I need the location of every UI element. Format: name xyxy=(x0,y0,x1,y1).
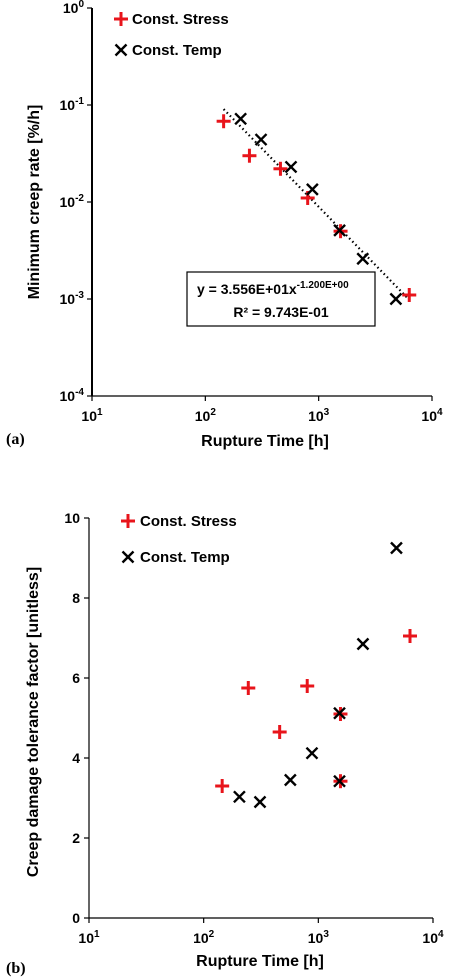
chart-b-point-const-temp xyxy=(356,637,370,651)
chart-a-legend-marker-const-temp xyxy=(114,43,128,57)
chart-b-y-label: Creep damage tolerance factor [unitless] xyxy=(25,567,42,877)
chart-a-legend: Const. Stress Const. Temp xyxy=(114,11,229,59)
chart-b-panel-label: (b) xyxy=(6,960,26,977)
chart-a-x-tick-label: 101 xyxy=(81,407,103,424)
chart-b-point-const-stress xyxy=(215,779,230,793)
chart-b-legend-const-temp: Const. Temp xyxy=(140,549,230,566)
chart-b-y-tick-label: 10 xyxy=(64,510,80,526)
chart-b-x-tick-label: 102 xyxy=(193,929,215,946)
chart-b-legend-marker-const-stress xyxy=(121,514,135,528)
chart-a-point-const-temp xyxy=(284,160,298,174)
chart-b-legend: Const. Stress Const. Temp xyxy=(121,513,237,566)
chart-a-legend-const-stress: Const. Stress xyxy=(132,11,229,28)
chart-a-y-tick-label: 10-1 xyxy=(60,96,85,113)
chart-a-y-tick-label: 100 xyxy=(63,0,85,16)
chart-a-point-const-temp xyxy=(306,183,319,196)
chart-a-equation-exponent: -1.200E+00 xyxy=(297,280,349,291)
chart-a-legend-marker-const-stress xyxy=(114,12,128,26)
chart-b-y-tick-label: 0 xyxy=(72,910,80,926)
chart-a-r-squared: R² = 9.743E-01 xyxy=(233,304,329,320)
chart-b-y-tick-label: 8 xyxy=(72,590,80,606)
chart-a-y-tick-label: 10-2 xyxy=(60,193,85,210)
chart-a-point-const-temp xyxy=(254,133,268,146)
chart-a-point-const-temp xyxy=(234,112,248,126)
chart-b-point-const-temp xyxy=(390,541,403,555)
chart-a-x-label: Rupture Time [h] xyxy=(201,433,329,450)
chart-a-equation-box: y = 3.556E+01x-1.200E+00 R² = 9.743E-01 xyxy=(186,271,376,327)
svg-text:y = 3.556E+01x-1.200E+00: y = 3.556E+01x-1.200E+00 xyxy=(197,280,349,297)
chart-b-point-const-stress xyxy=(402,629,417,643)
chart-panel-a: 10-4 10-3 10-2 10-1 100 101 102 103 104 y = 3.5… xyxy=(6,0,443,450)
chart-b-legend-const-stress: Const. Stress xyxy=(140,513,237,530)
chart-b-point-const-temp xyxy=(333,706,346,720)
chart-b-point-const-temp xyxy=(233,790,246,804)
chart-a-point-const-temp xyxy=(356,252,370,266)
chart-a-point-const-stress xyxy=(402,287,417,302)
chart-b-x-tick-label: 101 xyxy=(78,929,100,946)
chart-a-equation: y = 3.556E+01x xyxy=(197,281,297,297)
chart-a-x-tick-label: 103 xyxy=(308,407,330,424)
chart-b-point-const-temp xyxy=(333,774,346,788)
chart-a-y-tick-label: 10-3 xyxy=(60,290,85,307)
chart-b-y-tick-label: 4 xyxy=(72,750,80,766)
chart-a-y-tick-label: 10-4 xyxy=(60,387,85,404)
chart-a-point-const-temp xyxy=(333,224,346,237)
chart-b-y-tick-label: 2 xyxy=(72,830,80,846)
chart-b-y-tick-label: 6 xyxy=(72,670,80,686)
chart-b-point-const-temp xyxy=(305,746,319,760)
chart-b-point-const-stress xyxy=(241,681,256,695)
chart-b-point-const-stress xyxy=(272,725,287,739)
chart-b-point-const-temp xyxy=(283,773,297,787)
chart-b-point-const-stress xyxy=(300,679,315,693)
chart-a-legend-const-temp: Const. Temp xyxy=(132,42,222,59)
chart-b-point-const-temp xyxy=(253,795,267,809)
chart-a-point-const-stress xyxy=(242,148,257,163)
chart-a-point-const-stress xyxy=(216,114,231,129)
chart-a-panel-label: (a) xyxy=(6,431,25,448)
chart-panel-b: 0 2 4 6 8 10 101 102 103 104 Const. Stress Const… xyxy=(6,510,444,977)
chart-a-trendline xyxy=(222,108,411,301)
chart-b-x-label: Rupture Time [h] xyxy=(196,953,324,970)
chart-a-point-const-temp xyxy=(389,292,403,306)
chart-a-x-tick-label: 104 xyxy=(421,407,443,424)
chart-b-legend-marker-const-temp xyxy=(121,550,135,564)
chart-a-x-tick-label: 102 xyxy=(195,407,217,424)
chart-a-y-label: Minimum creep rate [%/h] xyxy=(26,105,43,300)
chart-b-x-tick-label: 104 xyxy=(422,929,444,946)
chart-b-x-tick-label: 103 xyxy=(308,929,330,946)
chart-a-point-const-stress xyxy=(273,161,288,176)
